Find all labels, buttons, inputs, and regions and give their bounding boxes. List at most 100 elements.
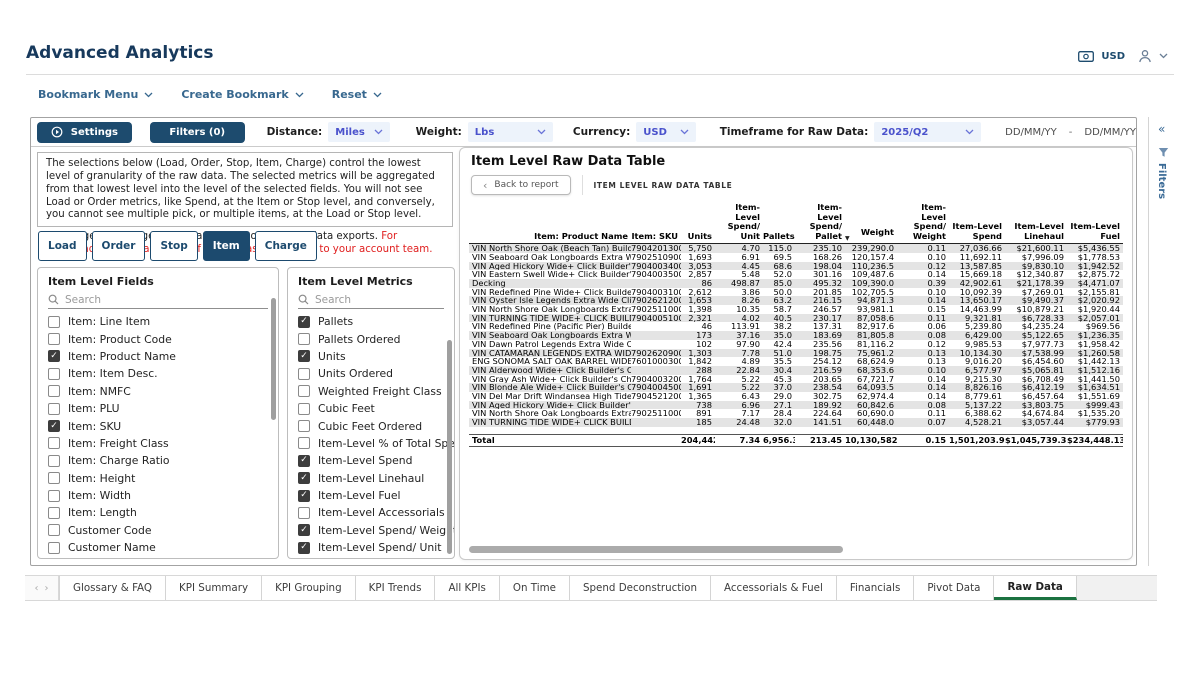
- column-header-item-level-spend[interactable]: Item-Level Spend: [949, 203, 1005, 245]
- field-item-item-plu[interactable]: Item: PLU: [48, 400, 278, 417]
- checkbox-item-level-spend[interactable]: ✓: [298, 454, 310, 467]
- bookmark-reset[interactable]: Reset: [332, 88, 382, 101]
- metric-item-pallets[interactable]: ✓ Pallets: [298, 313, 454, 330]
- filters-button[interactable]: Filters (0): [149, 121, 245, 143]
- bookmark-bookmark-menu[interactable]: Bookmark Menu: [38, 88, 153, 101]
- collapse-panel-icon[interactable]: «: [1158, 122, 1166, 136]
- tab-scroll-right-icon[interactable]: ›: [44, 582, 49, 594]
- field-item-customer-name[interactable]: Customer Name: [48, 539, 278, 556]
- metric-item-units-ordered[interactable]: Units Ordered: [298, 365, 454, 382]
- metric-item-item-level-linehaul[interactable]: ✓ Item-Level Linehaul: [298, 470, 454, 487]
- date-to-field[interactable]: DD/MM/YY: [1084, 126, 1137, 138]
- field-item-item-width[interactable]: Item: Width: [48, 487, 278, 504]
- column-header-item-level-spend-weight[interactable]: Item-Level Spend/ Weight: [897, 202, 949, 245]
- checkbox-item-product-code[interactable]: [48, 333, 60, 346]
- checkbox-item-sku[interactable]: ✓: [48, 420, 60, 433]
- level-button-order[interactable]: Order: [91, 231, 146, 261]
- checkbox-pallets[interactable]: ✓: [298, 315, 310, 328]
- checkbox-item-level-fuel[interactable]: ✓: [298, 489, 310, 502]
- field-item-item-height[interactable]: Item: Height: [48, 470, 278, 487]
- checkbox-item-level-linehaul[interactable]: ✓: [298, 472, 310, 485]
- checkbox-item-charge-ratio[interactable]: [48, 454, 60, 467]
- metric-item-units[interactable]: ✓ Units: [298, 348, 454, 365]
- field-item-customer-code[interactable]: Customer Code: [48, 522, 278, 539]
- metric-item-item-level-accessorials[interactable]: Item-Level Accessorials: [298, 504, 454, 521]
- metric-item-weighted-freight-class[interactable]: Weighted Freight Class: [298, 383, 454, 400]
- checkbox-cubic-feet[interactable]: [298, 402, 310, 415]
- checkbox-customer-name[interactable]: [48, 541, 60, 554]
- tab-kpi-grouping[interactable]: KPI Grouping: [262, 576, 356, 600]
- checkbox-weighted-freight-class[interactable]: [298, 385, 310, 398]
- checkbox-item-width[interactable]: [48, 489, 60, 502]
- metric-item-item-level-spend-pallet[interactable]: ✓Item-Level Spend/ Pallet: [298, 556, 454, 558]
- metric-item-item-level-fuel[interactable]: ✓ Item-Level Fuel: [298, 487, 454, 504]
- checkbox-item-level-of-total-spend[interactable]: [298, 437, 310, 450]
- checkbox-item-nmfc[interactable]: [48, 385, 60, 398]
- column-header-item-product-name[interactable]: Item: Product Name: [469, 203, 631, 245]
- metric-item-item-level-spend-weight[interactable]: ✓ Item-Level Spend/ Weight: [298, 522, 454, 539]
- field-item-item-freight-class[interactable]: Item: Freight Class: [48, 435, 278, 452]
- field-item-item-product-code[interactable]: Item: Product Code: [48, 330, 278, 347]
- metric-item-cubic-feet-ordered[interactable]: Cubic Feet Ordered: [298, 417, 454, 434]
- metrics-scrollbar[interactable]: [447, 340, 452, 554]
- checkbox-units[interactable]: ✓: [298, 350, 310, 363]
- metric-item-item-level-spend[interactable]: ✓ Item-Level Spend: [298, 452, 454, 469]
- column-header-item-level-spend-pallet[interactable]: Item-Level Spend/ Pallet: [795, 202, 845, 245]
- metric-item-cubic-feet[interactable]: Cubic Feet: [298, 400, 454, 417]
- column-header-item-sku[interactable]: Item: SKU: [631, 203, 681, 245]
- back-to-report-button[interactable]: ‹ Back to report: [471, 175, 571, 195]
- checkbox-item-plu[interactable]: [48, 402, 60, 415]
- user-menu-chevron-icon[interactable]: [1159, 53, 1168, 59]
- tab-accessorials-fuel[interactable]: Accessorials & Fuel: [711, 576, 837, 600]
- checkbox-item-length[interactable]: [48, 506, 60, 519]
- date-from-field[interactable]: DD/MM/YY: [1005, 126, 1057, 138]
- checkbox-item-level-spend-weight[interactable]: ✓: [298, 524, 310, 537]
- column-header-item-level-fuel[interactable]: Item-Level Fuel: [1067, 203, 1123, 245]
- checkbox-item-height[interactable]: [48, 472, 60, 485]
- column-header-weight[interactable]: Weight ▼: [845, 203, 897, 245]
- metric-item-pallets-ordered[interactable]: Pallets Ordered: [298, 330, 454, 347]
- field-item-load-number[interactable]: Load Number: [48, 556, 278, 558]
- checkbox-item-level-accessorials[interactable]: [298, 506, 310, 519]
- tab-kpi-summary[interactable]: KPI Summary: [166, 576, 263, 600]
- bookmark-create-bookmark[interactable]: Create Bookmark: [181, 88, 304, 101]
- checkbox-item-line-item[interactable]: [48, 315, 60, 328]
- filters-rail-label[interactable]: Filters: [1156, 163, 1167, 200]
- funnel-icon[interactable]: [1158, 147, 1169, 158]
- checkbox-cubic-feet-ordered[interactable]: [298, 420, 310, 433]
- level-button-stop[interactable]: Stop: [150, 231, 198, 261]
- column-header-pallets[interactable]: Pallets: [763, 203, 795, 245]
- checkbox-item-item-desc[interactable]: [48, 367, 60, 380]
- tab-raw-data[interactable]: Raw Data: [994, 576, 1077, 600]
- level-button-item[interactable]: Item: [202, 231, 250, 261]
- checkbox-units-ordered[interactable]: [298, 367, 310, 380]
- metric-item-item-level-spend-unit[interactable]: ✓ Item-Level Spend/ Unit: [298, 539, 454, 556]
- settings-button[interactable]: Settings: [37, 121, 132, 143]
- timeframe-dropdown[interactable]: 2025/Q2: [874, 122, 982, 142]
- tab-scroll-arrows[interactable]: ‹ ›: [25, 576, 59, 600]
- distance-dropdown[interactable]: Miles: [328, 122, 390, 142]
- tab-scroll-left-icon[interactable]: ‹: [34, 582, 39, 594]
- table-horizontal-scrollbar[interactable]: [469, 546, 843, 553]
- field-item-item-nmfc[interactable]: Item: NMFC: [48, 383, 278, 400]
- tab-glossary-faq[interactable]: Glossary & FAQ: [59, 576, 167, 600]
- user-icon[interactable]: [1138, 49, 1152, 63]
- column-header-item-level-linehaul[interactable]: Item-Level Linehaul: [1005, 203, 1067, 245]
- currency-dropdown[interactable]: USD: [636, 122, 696, 142]
- tab-all-kpis[interactable]: All KPIs: [435, 576, 500, 600]
- metric-item-item-level-of-total-spend[interactable]: Item-Level % of Total Spend: [298, 435, 454, 452]
- checkbox-item-freight-class[interactable]: [48, 437, 60, 450]
- level-button-load[interactable]: Load: [38, 231, 87, 261]
- column-header-item-level-spend-unit[interactable]: Item-Level Spend/ Unit: [715, 202, 763, 245]
- tab-financials[interactable]: Financials: [836, 576, 915, 600]
- field-item-item-sku[interactable]: ✓ Item: SKU: [48, 417, 278, 434]
- tab-on-time[interactable]: On Time: [499, 576, 570, 600]
- field-item-item-charge-ratio[interactable]: Item: Charge Ratio: [48, 452, 278, 469]
- column-header-units[interactable]: Units: [681, 203, 715, 245]
- metrics-search-input[interactable]: Search: [298, 291, 444, 309]
- checkbox-item-level-spend-unit[interactable]: ✓: [298, 541, 310, 554]
- checkbox-item-product-name[interactable]: ✓: [48, 350, 60, 363]
- fields-search-input[interactable]: Search: [48, 291, 268, 309]
- tab-pivot-data[interactable]: Pivot Data: [914, 576, 995, 600]
- tab-kpi-trends[interactable]: KPI Trends: [355, 576, 436, 600]
